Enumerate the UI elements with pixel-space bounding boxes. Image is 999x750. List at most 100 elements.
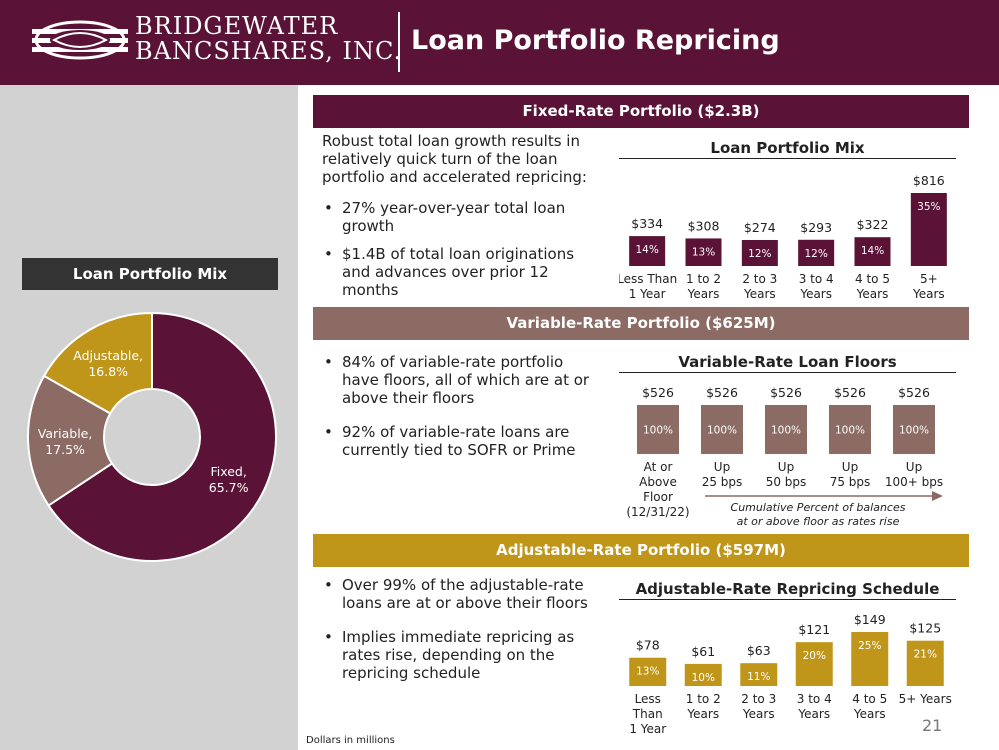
c-floors-value-2: $526 [770,385,802,400]
loan-mix-title: Loan Portfolio Mix [22,258,278,290]
c-fixed-cat-0-1: 1 Year [629,287,666,301]
c-fixed-bar-1 [685,238,722,266]
c-floors-cat-3-1: 75 bps [830,475,871,489]
c-floors-bar-4 [893,405,935,454]
c-fixed-cat-2-1: Years [743,287,776,301]
c-adj-bar-0 [629,657,667,686]
c-adj-cat-4-1: Years [853,707,886,721]
fixed-bullet-2: $1.4B of total loan originations and adv… [322,245,592,299]
donut-slice-1 [27,374,114,507]
donut-pct-2: 16.8% [88,364,128,379]
donut-pct-0: 65.7% [209,480,249,495]
c-adj-cat-1-1: Years [686,707,719,721]
adjustable-bullet-1: Over 99% of the adjustable-rate loans ar… [322,576,592,612]
fixed-bullet-1: 27% year-over-year total loan growth [322,199,592,235]
c-floors-pct-0: 100% [643,425,673,437]
c-floors-cat-4-1: 100+ bps [885,475,943,489]
c-floors-value-1: $526 [706,385,738,400]
c-adj-pct-3: 20% [803,650,826,662]
c-adj-cat-2-1: Years [742,707,775,721]
c-floors-bar-1 [701,405,743,454]
c-fixed-value-5: $816 [913,173,945,188]
c-fixed-cat-4-1: Years [856,287,889,301]
c-floors-bar-0 [637,405,679,454]
variable-bullet-2: 92% of variable-rate loans are currently… [322,423,592,459]
brand-line-1: BRIDGEWATER [135,12,339,40]
c-fixed-bar-3 [798,239,835,266]
donut-label-2: Adjustable, [73,348,143,363]
c-adj-value-3: $121 [798,622,830,637]
c-fixed-cat-3-0: 3 to 4 [799,272,834,286]
c-floors-value-4: $526 [898,385,930,400]
c-adj-value-4: $149 [854,612,886,627]
variable-rate-band: Variable-Rate Portfolio ($625M) [313,307,969,340]
c-fixed-pct-0: 14% [635,244,658,256]
c-fixed-cat-3-1: Years [799,287,832,301]
c-adj-value-5: $125 [909,621,941,636]
c-floors-cat-0-3: (12/31/22) [626,505,689,519]
page-number: 21 [922,716,943,735]
footnote: Dollars in millions [306,735,395,746]
floors-arrow-head [932,491,943,501]
c-adj-cat-3-0: 3 to 4 [797,692,832,706]
c-floors-pct-1: 100% [707,425,737,437]
c-fixed-value-0: $334 [631,216,663,231]
brand-name: BRIDGEWATER BANCSHARES, INC. [135,14,402,64]
donut-slice-0 [47,311,277,562]
c-adj-cat-3-1: Years [797,707,830,721]
c-fixed-value-1: $308 [688,218,720,233]
floors-note-line-1: Cumulative Percent of balances [731,501,906,514]
c-adj-pct-5: 21% [914,649,937,661]
c-fixed-cat-5-1: Years [912,287,945,301]
c-floors-cat-0-2: Floor [643,490,673,504]
floors-chart-title: Variable-Rate Loan Floors [619,353,956,373]
variable-rate-text: 84% of variable-rate portfolio have floo… [322,353,592,459]
fixed-rate-text: Robust total loan growth results in rela… [322,132,592,299]
c-adj-pct-1: 10% [692,672,715,684]
variable-bullet-1: 84% of variable-rate portfolio have floo… [322,353,592,407]
c-adj-bar-5 [906,640,944,686]
c-fixed-cat-5-0: 5+ [920,272,938,286]
c-adj-pct-0: 13% [636,666,659,678]
donut-label-0: Fixed, [210,464,246,479]
c-floors-pct-4: 100% [899,425,929,437]
donut-label-1: Variable, [38,426,93,441]
header-divider [398,12,400,72]
c-fixed-pct-1: 13% [692,246,715,258]
c-floors-cat-4-0: Up [906,460,922,474]
adjustable-bullet-2: Implies immediate repricing as rates ris… [322,628,592,682]
fixed-intro: Robust total loan growth results in rela… [322,132,587,186]
c-floors-cat-0-0: At or [644,460,673,474]
c-fixed-bar-5 [910,193,947,266]
c-fixed-pct-3: 12% [804,248,827,260]
c-floors-value-0: $526 [642,385,674,400]
fixed-rate-band: Fixed-Rate Portfolio ($2.3B) [313,95,969,128]
adjustable-rate-band: Adjustable-Rate Portfolio ($597M) [313,534,969,567]
adjustable-rate-text: Over 99% of the adjustable-rate loans ar… [322,576,592,682]
c-floors-bar-3 [829,405,871,454]
header-bar: BRIDGEWATER BANCSHARES, INC. Loan Portfo… [0,0,999,85]
fixed-chart-title: Loan Portfolio Mix [619,139,956,159]
c-floors-cat-0-1: Above [639,475,677,489]
floors-note-line-2: at or above floor as rates rise [737,515,900,528]
c-fixed-pct-4: 14% [861,245,884,257]
c-floors-cat-3-0: Up [842,460,858,474]
c-floors-value-3: $526 [834,385,866,400]
c-floors-cat-1-1: 25 bps [702,475,743,489]
c-fixed-cat-1-1: Years [687,287,720,301]
c-fixed-cat-1-0: 1 to 2 [686,272,721,286]
c-fixed-bar-2 [741,240,778,266]
c-floors-pct-2: 100% [771,425,801,437]
adjustable-chart-title: Adjustable-Rate Repricing Schedule [619,580,956,600]
c-adj-cat-0-0: Less [635,692,661,706]
donut-pct-1: 17.5% [45,442,85,457]
c-fixed-bar-0 [629,236,666,266]
c-fixed-cat-0-0: Less Than [619,272,677,286]
c-adj-bar-3 [795,642,833,686]
brand-line-2: BANCSHARES, INC. [135,37,403,65]
page-title: Loan Portfolio Repricing [411,25,780,56]
c-fixed-cat-2-0: 2 to 3 [742,272,777,286]
c-adj-pct-2: 11% [747,671,770,683]
